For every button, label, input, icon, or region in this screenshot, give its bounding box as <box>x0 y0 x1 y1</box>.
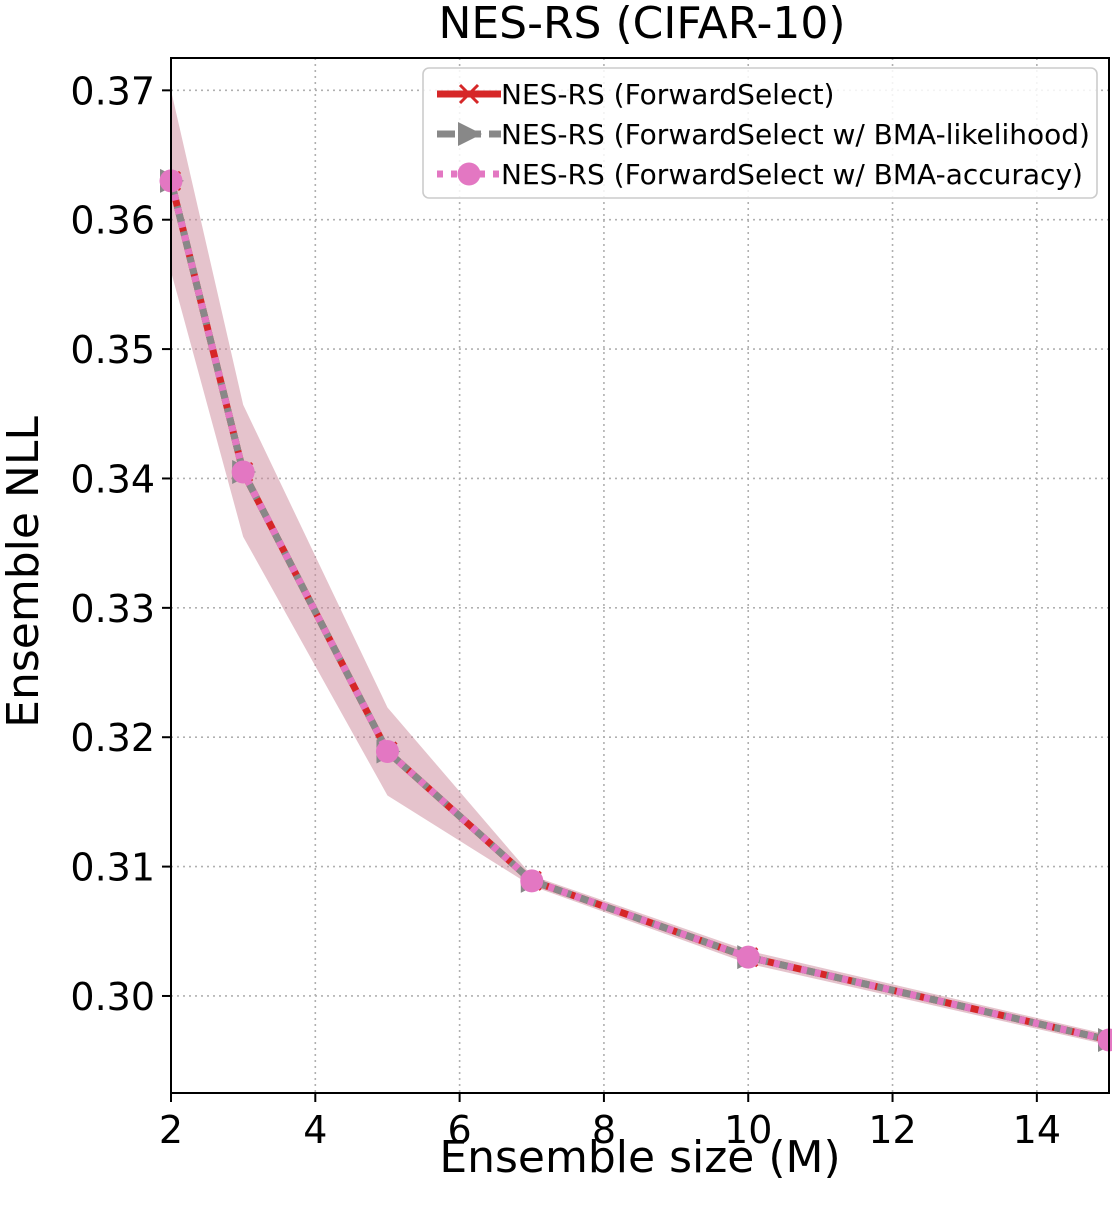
axes-frame <box>170 57 1110 1094</box>
legend-label: NES-RS (ForwardSelect w/ BMA-likelihood) <box>501 118 1090 151</box>
x-tick-label: 8 <box>592 1108 616 1152</box>
circle-marker <box>736 945 760 969</box>
legend-entry-3: NES-RS (ForwardSelect w/ BMA-accuracy) <box>437 158 1083 191</box>
y-tick-label: 0.32 <box>70 716 155 760</box>
y-tick-label: 0.34 <box>70 457 155 501</box>
x-tick-label: 6 <box>448 1108 472 1152</box>
circle-marker <box>375 739 399 763</box>
x-tick-label: 12 <box>868 1108 916 1152</box>
legend-label: NES-RS (ForwardSelect) <box>501 78 834 111</box>
x-tick-label: 10 <box>724 1108 772 1152</box>
y-axis-label: Ensemble NLL <box>0 416 49 728</box>
y-tick-label: 0.36 <box>70 199 155 243</box>
y-ticks: 0.30 0.31 0.32 0.33 0.34 0.35 0.36 0.37 <box>70 69 171 1019</box>
circle-marker <box>520 869 544 893</box>
series-line <box>167 180 1110 1044</box>
x-tick-label: 4 <box>303 1108 327 1152</box>
y-tick-label: 0.35 <box>70 328 155 372</box>
chart-title: NES-RS (CIFAR-10) <box>438 0 845 49</box>
x-marker <box>458 83 480 105</box>
legend-entry-1: NES-RS (ForwardSelect) <box>437 78 834 111</box>
triangle-marker <box>458 122 482 146</box>
legend-box <box>422 67 1098 199</box>
series-layer <box>159 168 1112 1052</box>
confidence-band <box>171 90 1109 1046</box>
y-tick-label: 0.30 <box>70 975 155 1019</box>
legend: NES-RS (ForwardSelect) NES-RS (ForwardSel… <box>422 67 1098 199</box>
circle-marker <box>457 162 481 186</box>
y-tick-label: 0.37 <box>70 69 155 113</box>
x-tick-label: 14 <box>1013 1108 1061 1152</box>
legend-label: NES-RS (ForwardSelect w/ BMA-accuracy) <box>501 158 1083 191</box>
legend-entry-2: NES-RS (ForwardSelect w/ BMA-likelihood) <box>437 118 1090 151</box>
y-tick-label: 0.33 <box>70 587 155 631</box>
y-tick-label: 0.31 <box>70 846 155 890</box>
x-axis-label: Ensemble size (M) <box>439 1132 840 1183</box>
confidence-band-area <box>171 90 1109 1046</box>
series-3 <box>159 169 1112 1052</box>
circle-marker <box>231 460 255 484</box>
x-tick-label: 2 <box>159 1108 183 1152</box>
x-ticks: 2 4 6 8 10 12 14 <box>159 1093 1061 1152</box>
axes <box>170 57 1110 1094</box>
